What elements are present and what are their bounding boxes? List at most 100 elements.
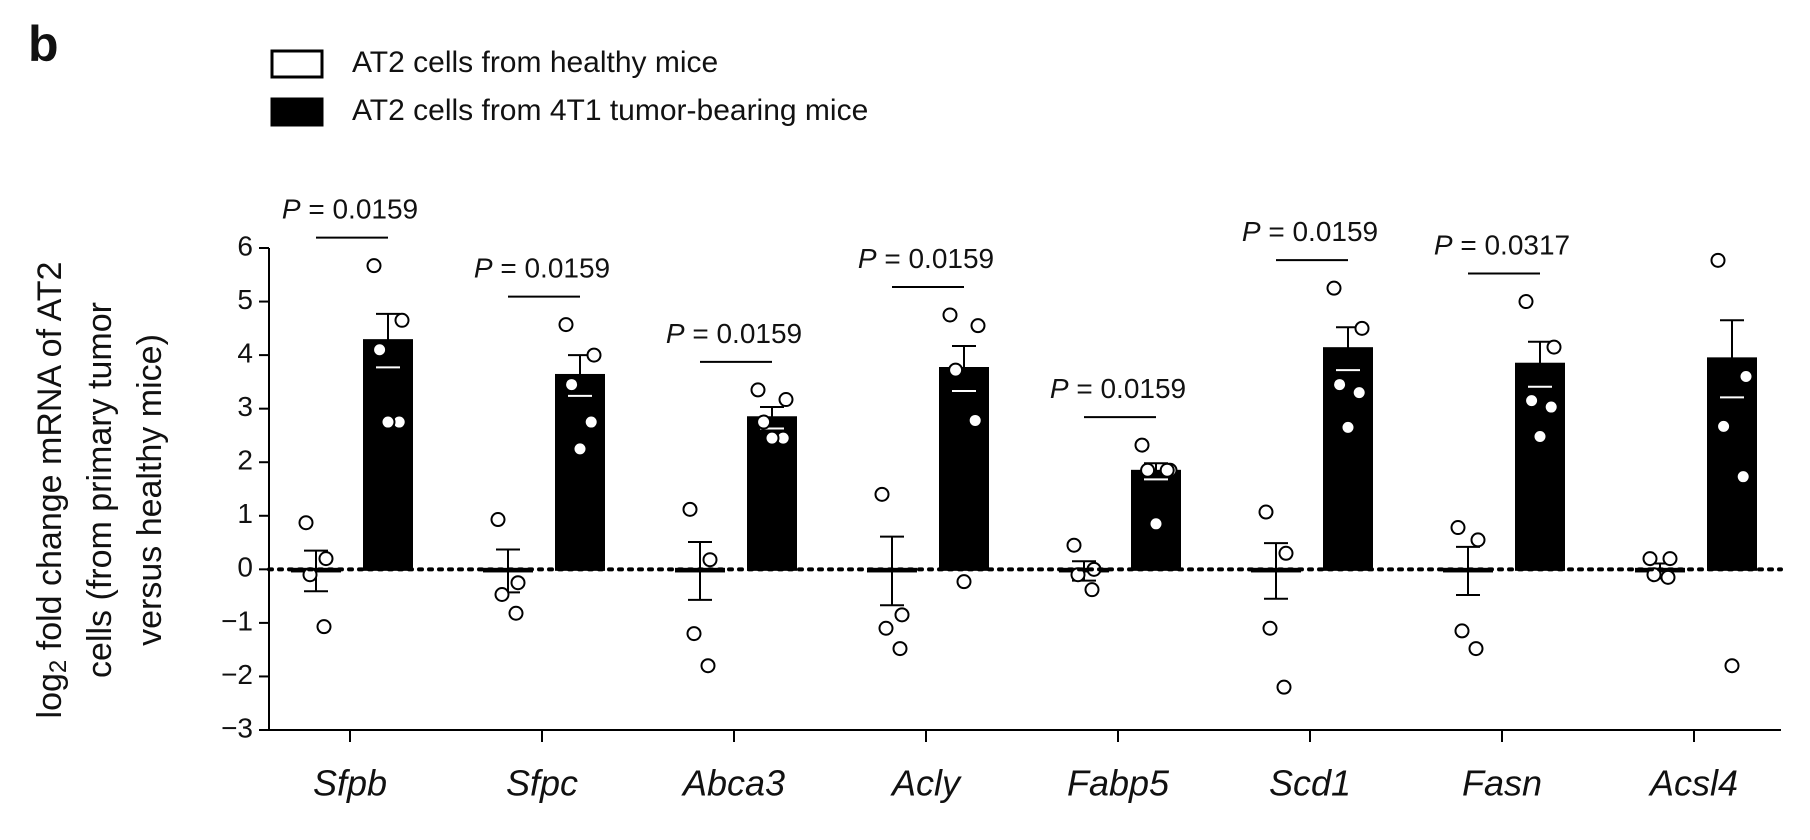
y-tick-label: 0 bbox=[237, 552, 253, 583]
data-point bbox=[1660, 569, 1676, 585]
p-value-label: P = 0.0159 bbox=[474, 253, 610, 284]
data-point bbox=[1518, 294, 1534, 310]
data-point bbox=[316, 619, 332, 635]
x-tick-label: Acsl4 bbox=[1648, 763, 1738, 804]
data-point bbox=[380, 414, 396, 430]
data-point bbox=[1724, 658, 1740, 674]
data-point bbox=[508, 605, 524, 621]
data-point bbox=[1140, 462, 1156, 478]
data-point bbox=[1278, 545, 1294, 561]
data-point bbox=[1332, 377, 1348, 393]
legend-swatch bbox=[270, 97, 324, 127]
data-point bbox=[778, 392, 794, 408]
data-point bbox=[970, 318, 986, 334]
legend-label: AT2 cells from healthy mice bbox=[352, 46, 718, 79]
x-tick-label: Acly bbox=[890, 763, 962, 804]
data-point bbox=[1159, 462, 1175, 478]
p-value-label: P = 0.0159 bbox=[1050, 373, 1186, 404]
data-point bbox=[700, 658, 716, 674]
data-point bbox=[1148, 516, 1164, 532]
legend-label: AT2 cells from 4T1 tumor-bearing mice bbox=[352, 94, 868, 127]
data-point bbox=[1546, 339, 1562, 355]
p-value-label: P = 0.0159 bbox=[1242, 217, 1378, 248]
data-point bbox=[1646, 567, 1662, 583]
y-tick-label: −2 bbox=[221, 659, 253, 690]
data-point bbox=[1543, 399, 1559, 415]
data-point bbox=[1710, 252, 1726, 268]
data-point bbox=[948, 362, 964, 378]
data-point bbox=[892, 641, 908, 657]
data-point bbox=[1084, 582, 1100, 598]
y-axis-label: log2 fold change mRNA of AT2 bbox=[31, 262, 72, 719]
data-point bbox=[878, 620, 894, 636]
data-point bbox=[1735, 469, 1751, 485]
p-value-label: P = 0.0159 bbox=[666, 318, 802, 349]
data-point bbox=[702, 552, 718, 568]
y-tick-label: 4 bbox=[237, 338, 253, 369]
x-tick-label: Fasn bbox=[1462, 763, 1542, 804]
data-point bbox=[1524, 393, 1540, 409]
p-value-label: P = 0.0159 bbox=[858, 243, 994, 274]
data-point bbox=[1276, 679, 1292, 695]
y-axis-label: versus healthy mice) bbox=[131, 334, 169, 646]
data-point bbox=[764, 430, 780, 446]
data-point bbox=[394, 312, 410, 328]
data-point bbox=[956, 574, 972, 590]
data-point bbox=[583, 414, 599, 430]
data-point bbox=[1454, 623, 1470, 639]
y-tick-label: −1 bbox=[221, 605, 253, 636]
x-tick-label: Sfpc bbox=[506, 763, 578, 804]
data-point bbox=[1326, 280, 1342, 296]
data-point bbox=[494, 587, 510, 603]
data-point bbox=[510, 575, 526, 591]
bar bbox=[1515, 362, 1565, 571]
data-point bbox=[572, 441, 588, 457]
data-point bbox=[490, 512, 506, 528]
data-point bbox=[1662, 551, 1678, 567]
x-tick-label: Sfpb bbox=[313, 763, 387, 804]
data-point bbox=[318, 551, 334, 567]
data-point bbox=[942, 307, 958, 323]
bar bbox=[939, 367, 989, 571]
data-point bbox=[1354, 320, 1370, 336]
data-point bbox=[874, 486, 890, 502]
y-tick-label: 6 bbox=[237, 230, 253, 261]
data-point bbox=[1351, 385, 1367, 401]
p-value-label: P = 0.0159 bbox=[282, 194, 418, 225]
y-tick-label: 5 bbox=[237, 284, 253, 315]
x-tick-label: Abca3 bbox=[681, 763, 785, 804]
data-point bbox=[1468, 641, 1484, 657]
data-point bbox=[1716, 418, 1732, 434]
data-point bbox=[1340, 419, 1356, 435]
data-point bbox=[1642, 551, 1658, 567]
data-point bbox=[1134, 437, 1150, 453]
data-point bbox=[756, 414, 772, 430]
data-point bbox=[586, 347, 602, 363]
bar bbox=[363, 339, 413, 571]
data-point bbox=[967, 412, 983, 428]
data-point bbox=[1258, 504, 1274, 520]
bar bbox=[1323, 347, 1373, 571]
data-point bbox=[1532, 429, 1548, 445]
data-point bbox=[1470, 532, 1486, 548]
data-point bbox=[298, 515, 314, 531]
data-point bbox=[750, 382, 766, 398]
y-axis-label: cells (from primary tumor bbox=[81, 302, 119, 678]
data-point bbox=[564, 377, 580, 393]
data-point bbox=[686, 626, 702, 642]
x-tick-label: Fabp5 bbox=[1067, 763, 1170, 804]
data-point bbox=[1450, 520, 1466, 536]
data-point bbox=[1066, 537, 1082, 553]
p-value-label: P = 0.0317 bbox=[1434, 230, 1570, 261]
data-point bbox=[1738, 369, 1754, 385]
data-point bbox=[894, 607, 910, 623]
legend-swatch bbox=[270, 49, 324, 79]
bar bbox=[555, 373, 605, 571]
data-point bbox=[372, 342, 388, 358]
data-point bbox=[1262, 620, 1278, 636]
data-point bbox=[682, 501, 698, 517]
y-tick-label: 1 bbox=[237, 498, 253, 529]
y-tick-label: 3 bbox=[237, 391, 253, 422]
y-tick-label: 2 bbox=[237, 445, 253, 476]
y-tick-label: −3 bbox=[221, 712, 253, 743]
